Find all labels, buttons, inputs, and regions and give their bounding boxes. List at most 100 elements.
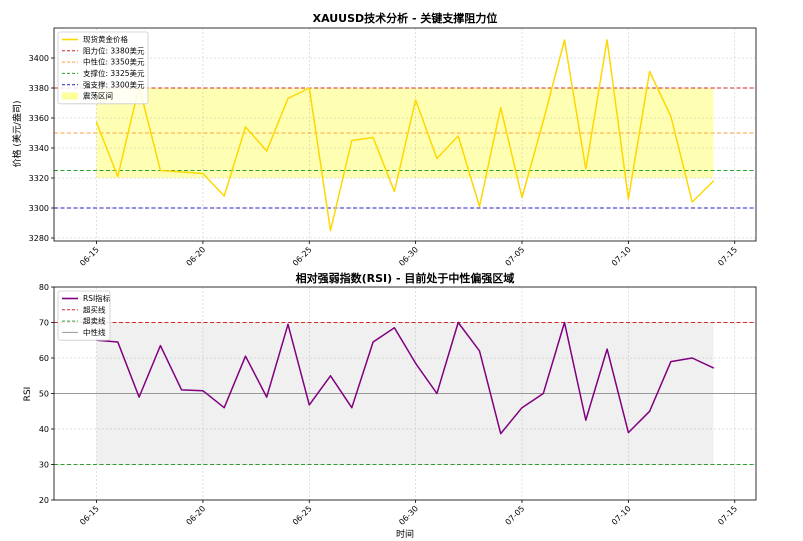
data-point [457,321,459,324]
data-point [478,350,481,352]
rsi-chart: 20 30 40 50 60 70 80 06-15 06-20 06-25 06-30 07-05… [23,271,757,540]
data-point [329,229,332,232]
data-point [159,344,161,347]
data-point [415,99,417,101]
data-point [585,168,587,170]
x-tick-label: 06-15 [78,245,101,268]
y-tick-label: 50 [39,390,49,399]
legend-label: 现货黄金价格 [83,34,128,44]
data-point [308,87,310,89]
data-point [606,348,608,350]
data-point [542,120,544,122]
data-point [670,115,672,118]
data-point [159,169,161,172]
data-point [329,375,332,377]
rsi-chart-title: 相对强弱指数(RSI) - 目前处于中性偏强区域 [296,271,515,285]
x-tick-label: 06-30 [397,504,420,527]
data-point [627,431,629,434]
data-point [266,150,268,152]
x-tick-label: 07-15 [716,245,739,268]
y-tick-label: 20 [39,496,49,505]
data-point [649,70,651,73]
rsi-x-ticks: 06-15 06-20 06-25 06-30 07-05 07-10 07-15 [78,500,739,527]
data-point [500,106,502,109]
legend-label: 中性位: 3350美元 [83,57,145,67]
y-tick-label: 3340 [29,144,49,153]
data-point [627,198,629,200]
data-point [563,39,566,41]
data-point [287,323,289,325]
x-tick-label: 07-10 [610,504,633,527]
legend-label: 支撑位: 3325美元 [83,68,145,78]
data-point [521,407,523,409]
legend-label: 强支撑: 3300美元 [83,79,145,89]
data-point [563,321,566,324]
price-plot-frame [53,27,757,242]
data-point [585,419,587,421]
data-point [691,201,693,203]
x-tick-label: 06-20 [185,504,208,527]
x-tick-label: 07-05 [504,245,527,268]
y-tick-label: 3400 [29,54,49,63]
data-point [372,341,374,343]
x-tick-label: 06-15 [78,504,101,527]
y-tick-label: 60 [39,354,49,363]
y-tick-label: 3360 [29,114,49,123]
legend-label: 中性线 [83,327,106,337]
legend-label: 震荡区间 [83,91,113,101]
data-point [670,360,672,363]
data-point [436,392,438,395]
series-line [95,39,715,232]
data-point [266,396,268,398]
data-point [287,97,289,100]
y-tick-label: 3300 [29,204,49,213]
y-tick-label: 3280 [29,234,49,243]
legend-label: 超买线 [83,304,106,314]
data-point [649,410,651,412]
series-line [96,321,714,435]
rsi-reference-lines [54,321,756,466]
data-point [181,389,183,391]
x-tick-label: 07-15 [716,504,739,527]
data-point [691,357,693,359]
rsi-series-layer [95,321,715,435]
data-point [436,157,438,160]
data-point [138,396,140,398]
data-point [606,39,608,41]
rsi-y-axis-label: RSI [23,387,33,402]
price-chart-title: XAUUSD技术分析 - 关键支撑阻力位 [313,11,498,25]
price-y-ticks: 3280 3300 3320 3340 3360 3380 3400 [29,54,54,243]
y-tick-label: 80 [39,283,49,292]
data-point [712,180,715,182]
legend-label: 超卖线 [83,316,106,326]
data-point [351,407,353,409]
data-point [244,355,247,357]
legend-box [57,290,111,341]
data-point [244,126,247,128]
data-point [351,139,353,142]
x-tick-label: 07-05 [504,504,527,527]
data-point [393,190,395,193]
data-point [521,196,523,199]
data-point [478,205,481,208]
data-point [202,390,204,392]
rsi-x-axis-label: 时间 [396,528,414,540]
data-point [415,362,417,364]
data-point [372,136,374,139]
data-point [117,175,119,178]
legend-label: 阻力位: 3380美元 [83,45,145,55]
data-point [202,172,204,175]
rsi-y-ticks: 20 30 40 50 60 70 80 [39,283,54,505]
data-point [393,327,395,329]
data-point [223,195,225,197]
y-tick-label: 70 [39,319,49,328]
y-tick-label: 40 [39,425,49,434]
x-tick-label: 06-25 [291,245,314,268]
legend-label: RSI指标 [83,293,111,303]
legend-box [57,31,149,105]
price-x-ticks: 06-15 06-20 06-25 06-30 07-05 07-10 07-15 [78,241,739,268]
data-point [712,367,715,369]
